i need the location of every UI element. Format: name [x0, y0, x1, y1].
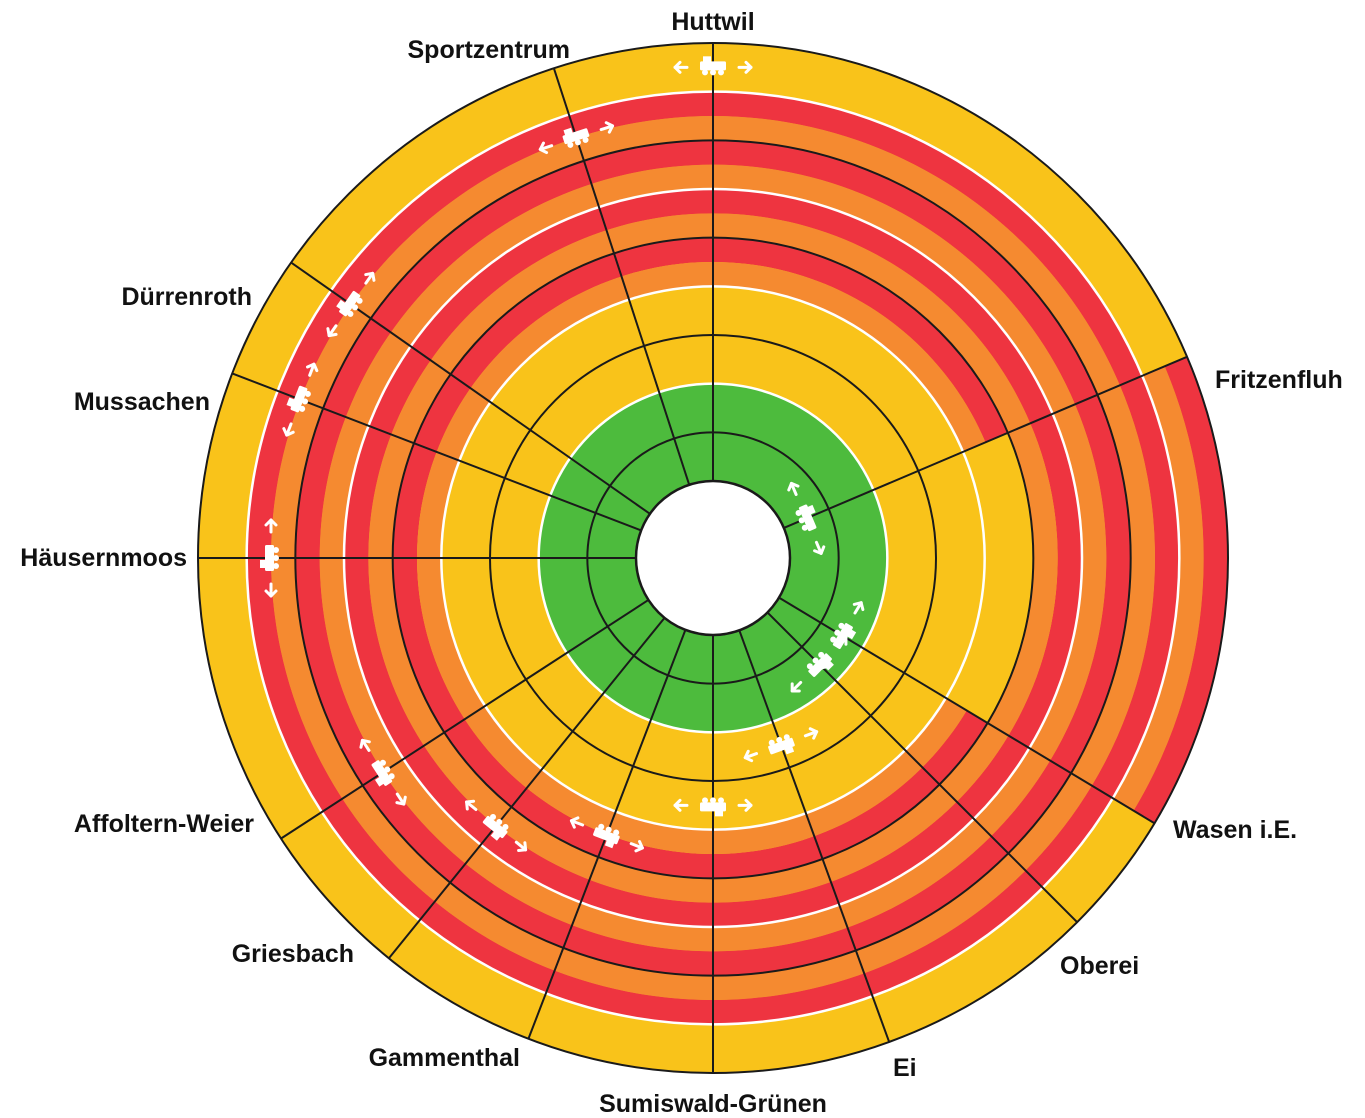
separator-fritzenfluh — [783, 355, 1188, 529]
station-label-haeusernmoos: Häusernmoos — [20, 544, 187, 572]
train-icon — [818, 601, 865, 670]
station-label-griesbach: Griesbach — [232, 940, 354, 968]
station-label-ei: Ei — [893, 1054, 917, 1082]
train-icon — [673, 56, 753, 76]
separator-ei — [738, 630, 891, 1043]
station-label-fritzenfluh: Fritzenfluh — [1215, 366, 1343, 394]
station-label-sportzentrum: Sportzentrum — [408, 36, 571, 64]
station-label-duerrenroth: Dürrenroth — [121, 283, 252, 311]
station-label-wasen: Wasen i.E. — [1173, 816, 1297, 844]
station-label-huttwil: Huttwil — [671, 8, 754, 36]
station-label-mussachen: Mussachen — [74, 388, 210, 416]
train-icon — [282, 362, 319, 437]
separator-griesbach — [388, 617, 666, 959]
train-icon — [787, 481, 826, 555]
train-markers — [260, 56, 865, 853]
separator-affoltern-weier — [280, 599, 649, 840]
train-icon — [569, 816, 644, 853]
center-hub — [634, 479, 792, 637]
station-label-oberei: Oberei — [1060, 952, 1139, 980]
train-icon — [743, 727, 819, 763]
station-labels: Huttwil Sportzentrum Dürrenroth Mussachen Hä… — [20, 8, 1342, 1118]
train-icon — [673, 797, 753, 817]
train-icon — [260, 518, 279, 598]
train-icon — [359, 738, 407, 806]
ring-segment-9-wasen — [587, 432, 829, 684]
station-label-affoltern-weier: Affoltern-Weier — [74, 810, 254, 838]
train-icon — [465, 799, 528, 853]
station-label-sumiswald-gruenen: Sumiswald-Grünen — [599, 1090, 827, 1118]
station-label-gammenthal: Gammenthal — [369, 1044, 520, 1072]
train-icon — [538, 121, 615, 155]
train-icon — [326, 271, 376, 338]
